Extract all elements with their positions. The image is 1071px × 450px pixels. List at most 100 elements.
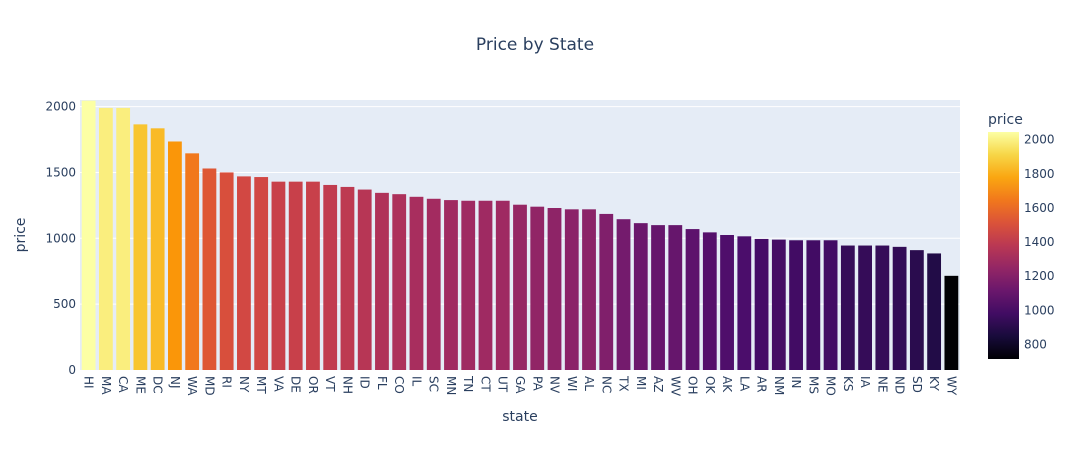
x-tick-label: NY: [237, 376, 251, 393]
x-tick-label: OR: [306, 376, 320, 394]
bar-mi: [633, 223, 648, 370]
colorbar-title: price: [988, 112, 1023, 128]
x-tick-label: MI: [634, 376, 648, 390]
x-tick-label: ME: [133, 376, 147, 394]
x-tick-label: LA: [737, 376, 751, 392]
y-tick-label: 2000: [45, 100, 76, 114]
x-tick-label: DC: [151, 376, 165, 394]
x-tick-label: ND: [893, 376, 907, 394]
x-tick-label: AZ: [651, 376, 665, 392]
x-tick-label: SD: [910, 376, 924, 393]
bar-ak: [720, 235, 734, 370]
x-tick-label: CA: [116, 376, 130, 393]
bar-ky: [927, 253, 942, 370]
bar-ny: [237, 176, 251, 370]
bar-in: [789, 240, 803, 370]
bar-nm: [771, 239, 786, 370]
colorbar: [988, 132, 1019, 359]
x-tick-label: WA: [185, 376, 199, 396]
x-tick-label: NM: [772, 376, 786, 395]
y-tick-label: 1000: [45, 231, 76, 245]
bar-nd: [892, 246, 907, 370]
x-tick-label: MA: [99, 376, 113, 395]
bar-mn: [444, 200, 458, 370]
bar-de: [288, 181, 303, 370]
bar-il: [409, 196, 424, 370]
bar-fl: [375, 192, 389, 370]
x-tick-label: IL: [409, 376, 423, 387]
bar-co: [392, 194, 407, 370]
bar-sd: [909, 250, 924, 370]
colorbar-tick-label: 1400: [1024, 235, 1055, 249]
x-axis-ticks: HI MA CA ME DC NJ WA MD RI NY MT VA DE OR VT NH ID FL CO IL…: [82, 375, 959, 397]
x-tick-label: AR: [755, 376, 769, 393]
bar-ma: [98, 107, 113, 370]
x-tick-label: TX: [617, 375, 631, 392]
bar-ri: [219, 172, 234, 370]
x-tick-label: PA: [530, 376, 544, 391]
bar-tx: [616, 219, 631, 370]
chart-title: Price by State: [476, 35, 594, 55]
bar-ut: [495, 200, 510, 370]
bar-wv: [668, 225, 683, 370]
colorbar-ticks: 800 1000 1200 1400 1600 1800 2000: [1024, 133, 1055, 352]
bar-pa: [530, 206, 545, 370]
colorbar-tick-label: 1800: [1024, 167, 1055, 181]
x-tick-label: KS: [841, 376, 855, 392]
x-tick-label: HI: [82, 376, 96, 389]
x-tick-label: DE: [289, 376, 303, 393]
x-tick-label: MN: [444, 376, 458, 395]
bar-ga: [513, 204, 527, 370]
bar-la: [737, 236, 752, 370]
x-tick-label: ID: [358, 376, 372, 389]
bar-nh: [340, 186, 355, 370]
x-tick-label: MS: [806, 376, 820, 394]
bar-ok: [702, 232, 717, 370]
x-tick-label: UT: [496, 376, 510, 393]
bar-mo: [823, 240, 838, 370]
bar-al: [582, 209, 596, 370]
x-tick-label: TN: [461, 375, 475, 392]
bar-wi: [564, 209, 579, 370]
bar-me: [133, 124, 148, 371]
x-tick-label: NE: [875, 376, 889, 393]
y-axis-ticks: 0 500 1000 1500 2000: [45, 100, 76, 377]
bar-wa: [185, 153, 200, 370]
bar-nv: [547, 208, 562, 370]
x-tick-label: RI: [220, 376, 234, 388]
x-tick-label: GA: [513, 376, 527, 394]
x-tick-label: KY: [927, 376, 941, 391]
colorbar-tick-label: 2000: [1024, 133, 1055, 147]
bar-ks: [840, 245, 855, 370]
bar-nj: [168, 141, 182, 370]
x-tick-label: CO: [392, 376, 406, 394]
x-tick-label: NV: [548, 376, 562, 394]
x-tick-label: IA: [858, 376, 872, 389]
x-tick-label: VT: [323, 376, 337, 392]
bar-ar: [754, 238, 769, 370]
bar-ne: [875, 245, 890, 370]
x-tick-label: CT: [478, 376, 492, 392]
colorbar-tick-label: 1200: [1024, 269, 1055, 283]
x-tick-label: MD: [202, 376, 216, 396]
y-tick-label: 0: [68, 363, 76, 377]
x-tick-label: OK: [703, 376, 717, 394]
bar-id: [357, 189, 372, 370]
bar-oh: [685, 229, 700, 370]
x-tick-label: WY: [944, 376, 958, 396]
x-tick-label: MO: [824, 376, 838, 396]
bar-ca: [116, 107, 131, 370]
bar-mt: [254, 177, 269, 370]
y-axis-title: price: [13, 218, 29, 253]
bar-az: [651, 225, 665, 370]
bar-sc: [426, 198, 441, 370]
bar-va: [271, 181, 286, 370]
x-tick-label: FL: [375, 376, 389, 390]
colorbar-tick-label: 800: [1024, 337, 1047, 351]
colorbar-tick-label: 1600: [1024, 201, 1055, 215]
x-tick-label: IN: [789, 376, 803, 389]
bar-md: [202, 168, 217, 370]
bar-nc: [599, 213, 614, 370]
x-tick-label: MT: [254, 376, 268, 394]
